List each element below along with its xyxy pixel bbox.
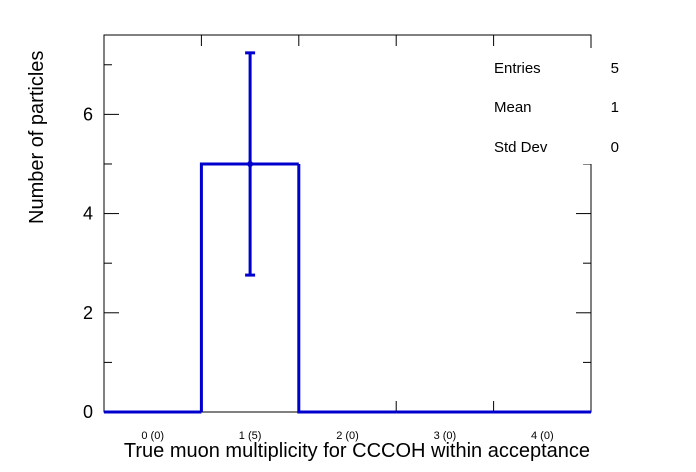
y-axis-title: Number of particles — [26, 51, 48, 224]
x-category-label: 3 (0) — [434, 430, 457, 442]
x-category-label: 1 (5) — [239, 430, 262, 442]
x-category-label: 2 (0) — [336, 430, 359, 442]
histogram-bin — [199, 162, 299, 412]
y-tick-label: 2 — [83, 303, 93, 323]
data-point — [247, 160, 254, 167]
x-axis-title: True muon multiplicity for CCCOH within … — [124, 440, 590, 462]
x-category-label: 0 (0) — [141, 430, 164, 442]
x-category-label: 4 (0) — [531, 430, 554, 442]
stats-box: Entries 5 Mean 1 Std Dev 0 — [482, 48, 634, 164]
stats-mean-value: 1 — [611, 99, 619, 116]
histogram-bin — [297, 163, 397, 414]
bars-group — [104, 162, 591, 414]
stats-box-background — [482, 48, 634, 164]
stats-mean-label: Mean — [494, 99, 532, 116]
stats-stddev-value: 0 — [611, 139, 619, 156]
stats-stddev-label: Std Dev — [494, 139, 548, 156]
y-tick-label: 4 — [83, 204, 93, 224]
error-bars-group — [245, 51, 256, 277]
y-tick-label: 0 — [83, 402, 93, 422]
stats-entries-label: Entries — [494, 60, 541, 77]
y-tick-label: 6 — [83, 104, 93, 124]
stats-entries-value: 5 — [611, 60, 619, 77]
